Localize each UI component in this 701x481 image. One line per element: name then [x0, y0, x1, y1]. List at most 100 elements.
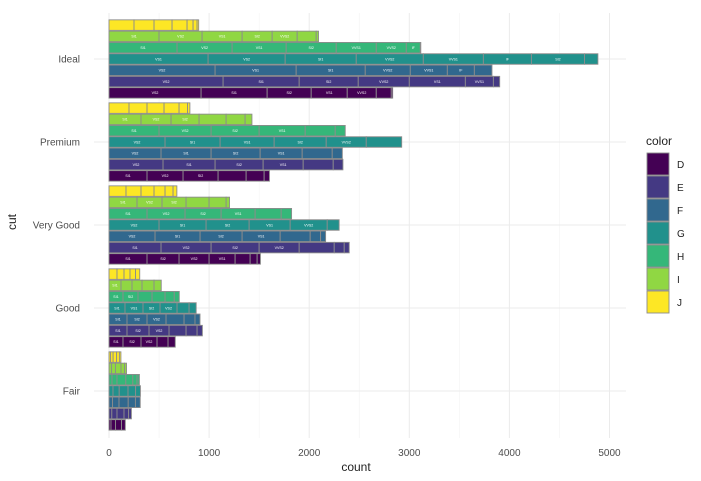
bar-segment-label: SI2 [555, 57, 560, 61]
bar-segment-label: VVS2 [342, 140, 351, 144]
bar-segment-label: SI1 [120, 201, 125, 205]
bar-segment [390, 87, 394, 99]
legend-key-H [646, 244, 670, 268]
bar-segment-label: SI1 [140, 46, 145, 50]
bar-segment-label: SI2 [171, 201, 176, 205]
bar-segment [153, 279, 162, 292]
bar-segment-label: VS2 [153, 318, 160, 322]
bar-G-fair [108, 385, 141, 397]
bar-I-ideal: SI1 VS2 VS1 SI2 VVS2 [108, 30, 319, 43]
bar-segment-label: SI1 [113, 340, 118, 344]
bar-segment [153, 185, 166, 197]
bar-segment-label: SI2 [128, 295, 133, 299]
bar-segment-label: VS1 [258, 235, 265, 239]
bar-segment [186, 19, 194, 31]
bar-segment-label: SI1 [328, 69, 333, 73]
bar-segment [125, 374, 134, 386]
bar-G-very-good: VS2 SI1 SI2 VS1 VVS2 [108, 219, 340, 231]
bar-segment-label: VS2 [146, 340, 153, 344]
bar-segment-label: VVS2 [280, 35, 289, 39]
legend-label-J: J [677, 298, 682, 309]
bar-segment-label: VS2 [131, 223, 138, 227]
bar-segment [279, 230, 311, 243]
bar-segment [151, 291, 166, 303]
bar-D-good: SI1 SI2 VS2 [108, 336, 176, 348]
bar-segment [131, 279, 143, 292]
bar-segment-label: SI1 [186, 163, 191, 167]
bar-segment-label: SI1 [112, 284, 117, 288]
bar-F-premium: VS2 SI1 SI2 VS1 [108, 147, 343, 160]
bar-segment [123, 268, 131, 280]
bar-segment-label: VS1 [266, 223, 273, 227]
bar-segment [187, 102, 191, 114]
bar-segment-label: SI1 [131, 35, 136, 39]
bar-segment-label: VVS2 [275, 246, 284, 250]
bar-segment [280, 207, 293, 220]
bar-segment-label: VVS2 [385, 57, 394, 61]
bar-segment-label: VVS1 [424, 69, 433, 73]
bar-segment-label: VS1 [326, 91, 333, 95]
bar-segment [171, 19, 188, 31]
bar-segment [334, 124, 346, 137]
bar-segment-label: VVS2 [357, 91, 366, 95]
bar-segment [127, 396, 136, 408]
bar-segment-label: VVS1 [449, 57, 458, 61]
bar-D-very-good: SI1 SI2 VS2 VS1 [108, 253, 261, 265]
bar-segment [108, 102, 130, 114]
bar-segment-label: SI1 [231, 91, 236, 95]
bar-segment [116, 407, 125, 420]
bar-H-fair [108, 374, 140, 386]
bar-segment-label: VS1 [219, 35, 226, 39]
bar-segment-label: SI1 [175, 235, 180, 239]
x-tick-label: 1000 [198, 448, 221, 459]
legend-label-H: H [677, 252, 684, 263]
bar-segment-label: VS1 [219, 257, 226, 261]
bar-segment-label: VS2 [134, 140, 141, 144]
bar-segment-label: SI1 [125, 257, 130, 261]
bar-segment [129, 268, 136, 280]
bar-segment-label: VS2 [191, 257, 198, 261]
bar-segment-label: SI2 [233, 152, 238, 156]
bar-segment-label: VS2 [165, 306, 172, 310]
legend-label-F: F [677, 206, 683, 217]
bar-segment-label: VS1 [131, 306, 138, 310]
bar-segment [198, 113, 227, 126]
legend: color D E F G H I J [646, 134, 685, 314]
bar-segment [112, 385, 120, 397]
bar-segment-label: SI1 [113, 295, 118, 299]
bar-segment [156, 336, 169, 348]
bar-J-good [108, 268, 141, 280]
bar-segment-label: SI1 [115, 318, 120, 322]
bar-segment-label: VVS2 [387, 46, 396, 50]
bar-segment-label: SI2 [129, 340, 134, 344]
bar-segment [141, 279, 155, 292]
legend-key-I [646, 267, 670, 291]
bar-segment-label: SI1 [125, 174, 130, 178]
bar-segment-label: IF [506, 57, 510, 61]
bar-segment-label: VVS2 [379, 80, 388, 84]
bar-segment [111, 407, 118, 420]
bar-segment [123, 407, 130, 420]
bar-segment-label: VS1 [278, 152, 285, 156]
bar-segment-label: VS2 [243, 57, 250, 61]
bar-segment [256, 253, 261, 265]
y-axis-title: cut [5, 213, 19, 230]
bar-segment [172, 185, 178, 197]
bar-segment-label: VS1 [280, 163, 287, 167]
bar-segment [333, 241, 345, 254]
bar-segment [309, 230, 322, 243]
bar-segment [296, 30, 317, 43]
y-tick-label: Fair [63, 387, 81, 398]
bar-segment [194, 313, 201, 325]
bar-segment [332, 158, 344, 171]
bar-segment-label: SI2 [326, 80, 331, 84]
bar-segment [263, 170, 270, 182]
bar-segment-label: VS2 [152, 91, 159, 95]
bar-J-fair [108, 351, 122, 363]
bar-segment-label: SI2 [236, 163, 241, 167]
legend-label-I: I [677, 275, 680, 286]
bar-segment-label: VS2 [163, 80, 170, 84]
bar-segment [217, 170, 247, 182]
y-tick-label: Ideal [58, 55, 80, 66]
